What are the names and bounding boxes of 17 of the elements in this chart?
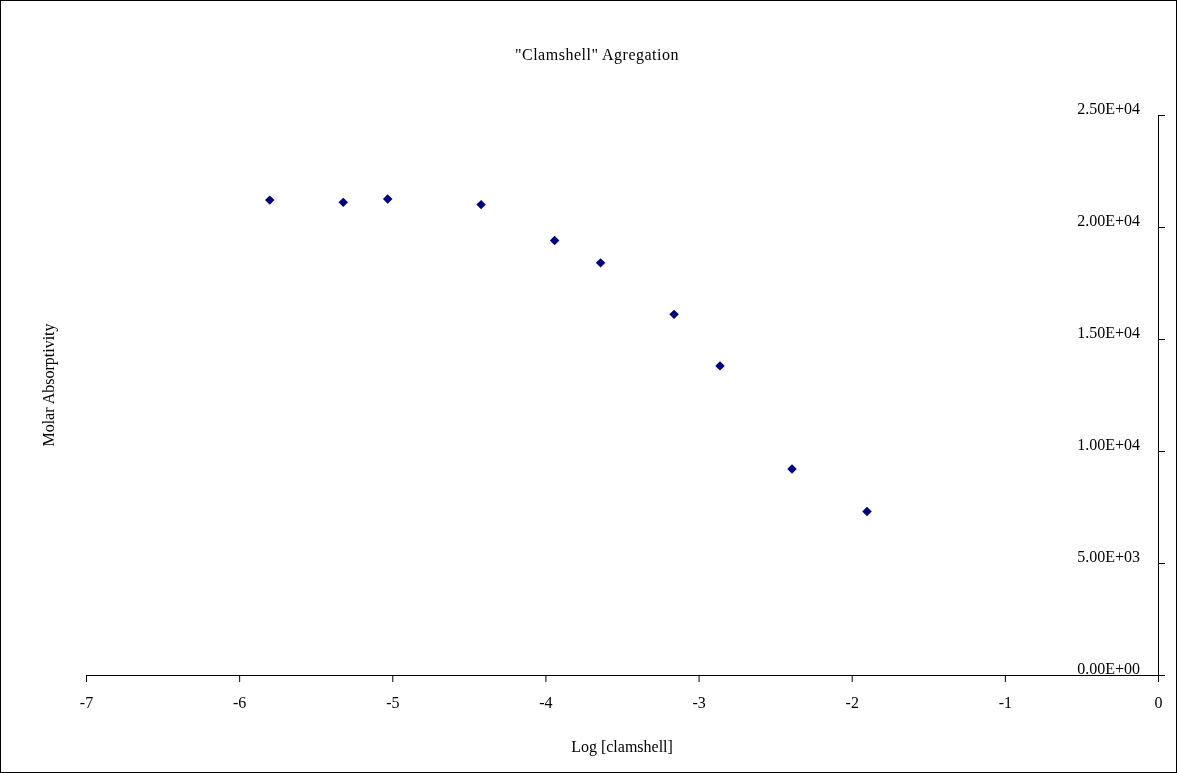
x-axis-title: Log [clamshell]	[571, 738, 673, 756]
x-tick-label: 0	[1154, 694, 1163, 712]
x-tick-label: -7	[79, 694, 94, 712]
y-tick-label: 0.00E+00	[1077, 659, 1140, 677]
y-tick-label: 2.00E+04	[1077, 211, 1140, 229]
y-tick-label: 1.00E+04	[1077, 435, 1140, 453]
y-tick-label: 2.50E+04	[1077, 99, 1140, 117]
x-tick-label: -3	[692, 694, 706, 712]
x-tick-label: -1	[998, 694, 1013, 712]
x-tick-label: -6	[232, 694, 247, 712]
y-tick-label: 1.50E+04	[1077, 323, 1140, 341]
y-tick-label: 5.00E+03	[1077, 547, 1140, 565]
x-tick-label: -5	[386, 694, 400, 712]
x-tick-label: -4	[539, 694, 553, 712]
y-axis-title: Molar Absorptivity	[40, 323, 58, 447]
chart-title: "Clamshell" Agregation	[514, 46, 680, 64]
x-tick-label: -2	[845, 694, 859, 712]
